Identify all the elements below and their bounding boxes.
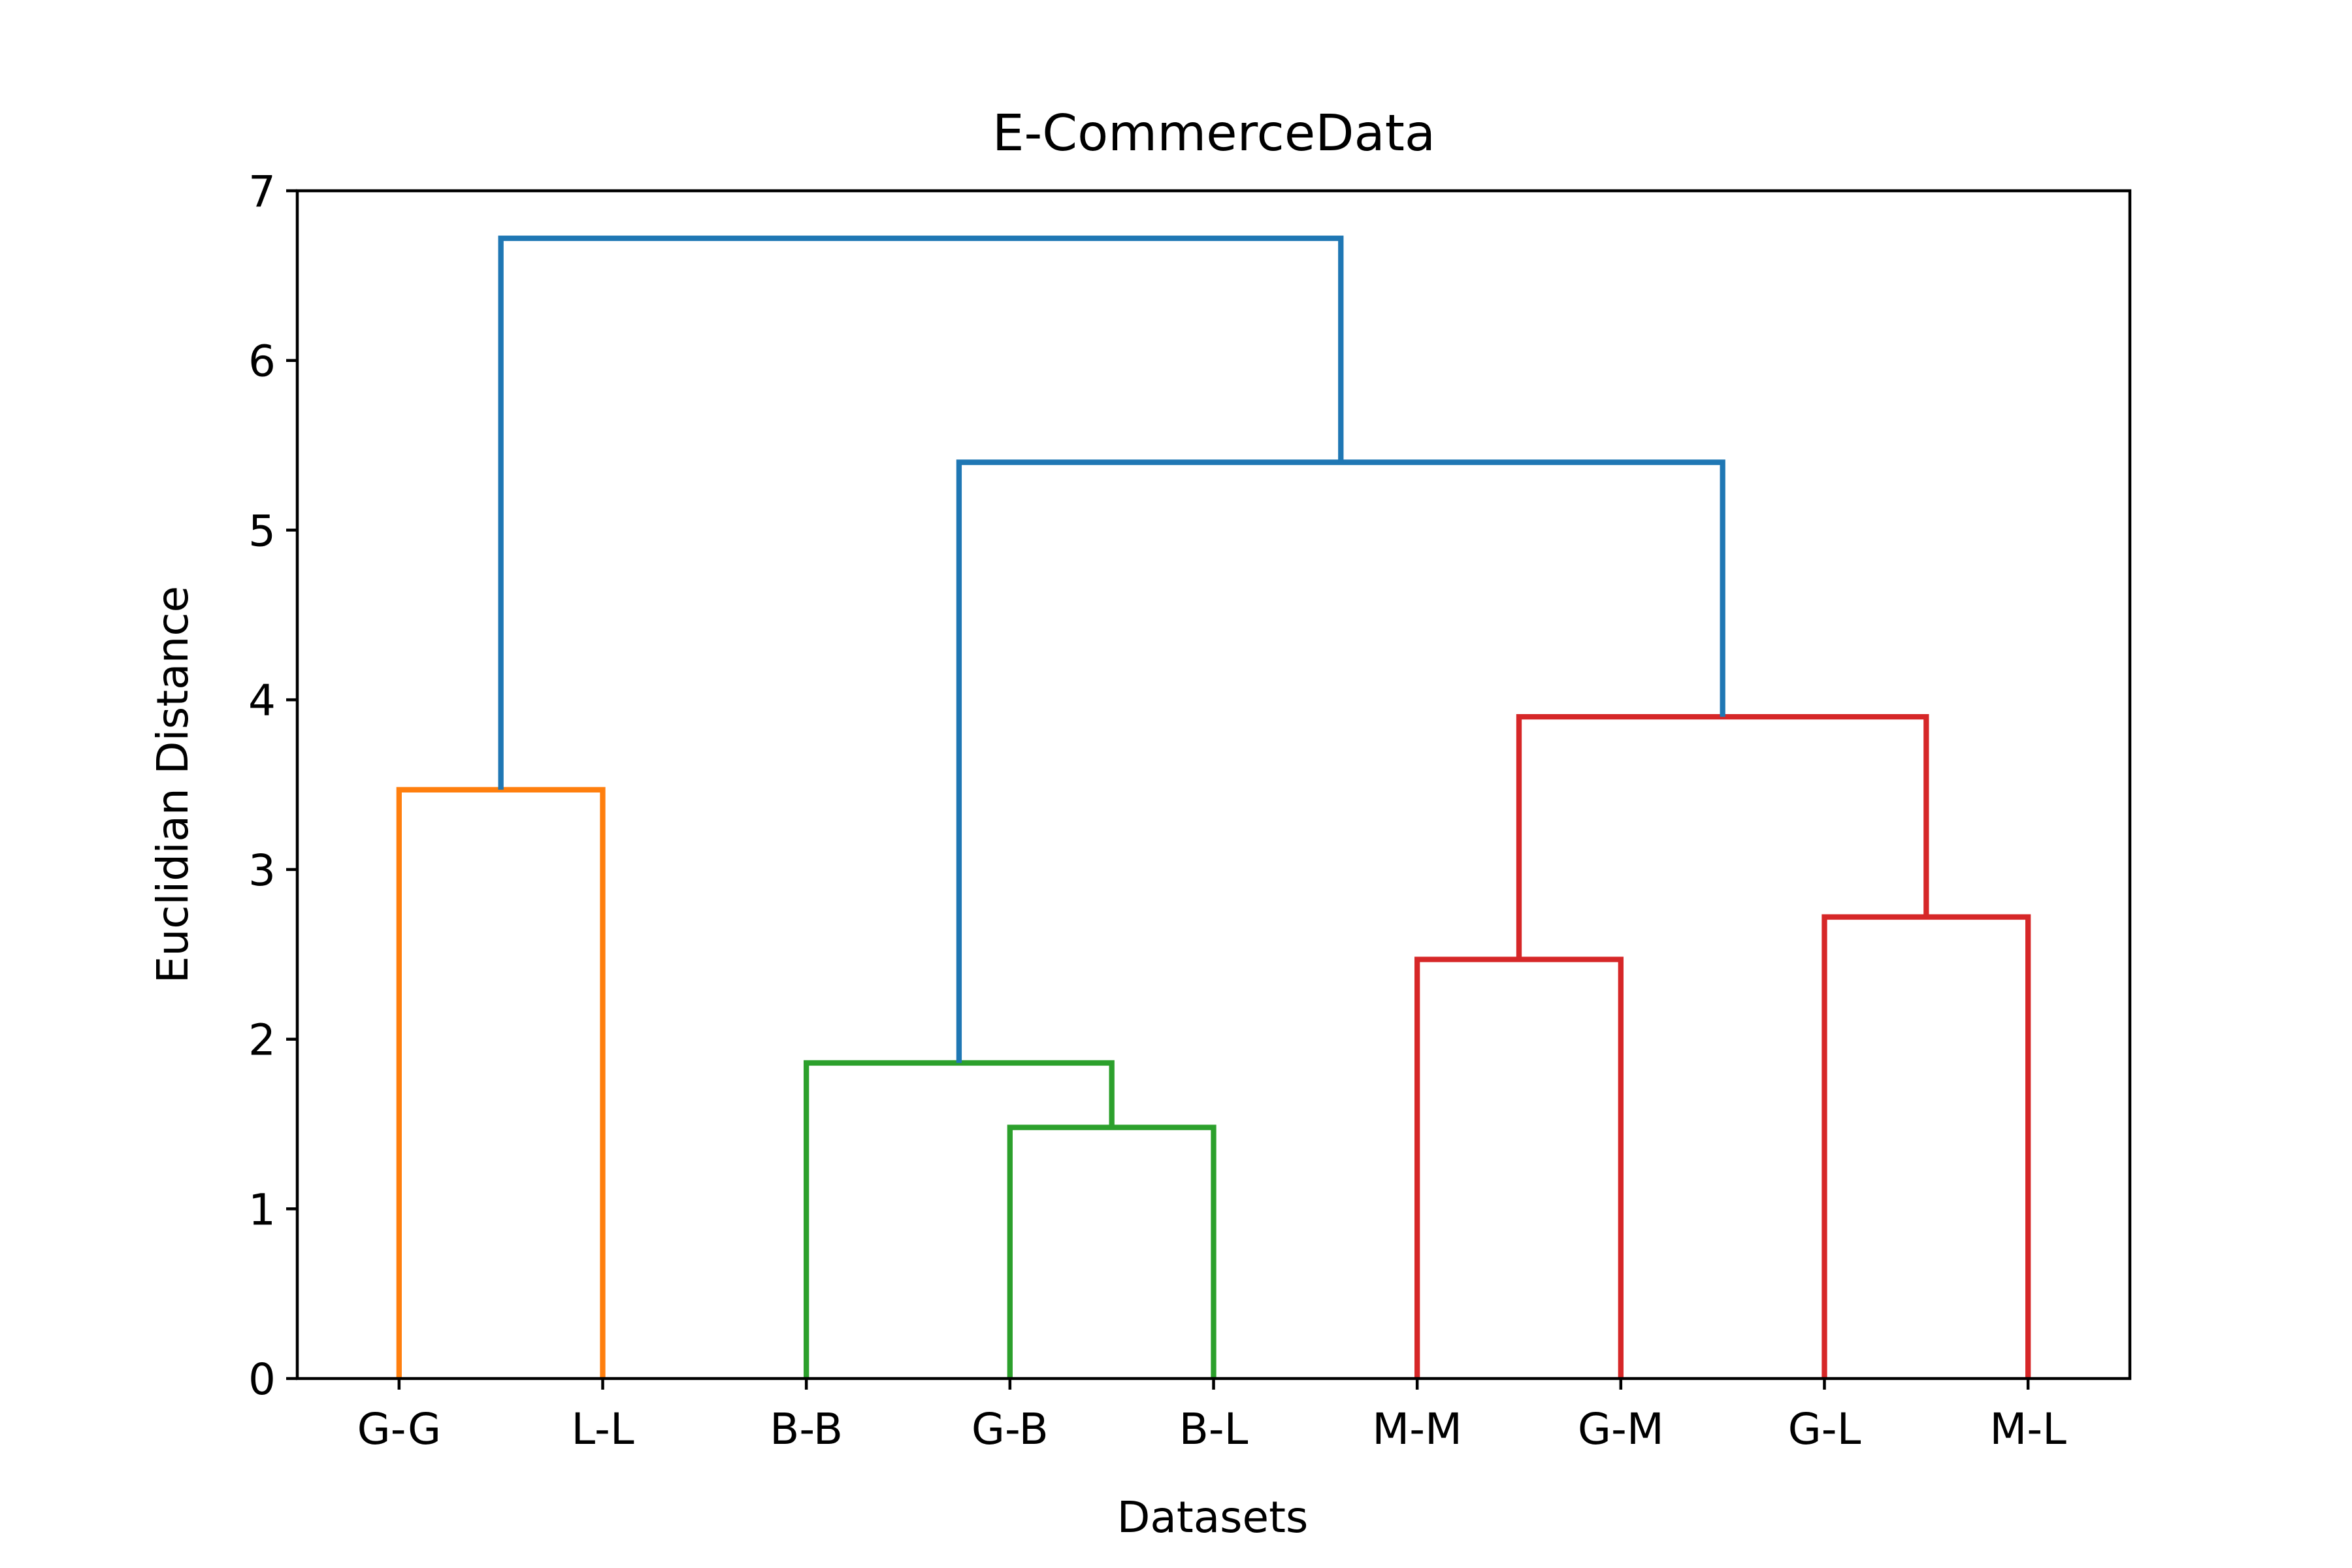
y-tick-label: 7 <box>248 167 276 217</box>
x-tick-label-g-g: G-G <box>357 1404 442 1454</box>
dendrogram-link-8 <box>498 235 1344 790</box>
x-axis-ticks: G-G L-L B-B G-B B-L M-M G-M G-L M-L <box>357 1379 2066 1454</box>
y-axis-label: Euclidian Distance <box>148 586 198 984</box>
dendrogram-link-7 <box>956 459 1725 1063</box>
y-tick-label: 0 <box>248 1354 276 1405</box>
x-tick-label-m-l: M-L <box>1989 1404 2066 1454</box>
chart-title: E-CommerceData <box>992 105 1435 163</box>
y-tick-label: 5 <box>248 506 276 556</box>
y-tick-label: 3 <box>248 845 276 896</box>
x-tick-label-m-m: M-M <box>1372 1404 1462 1454</box>
x-tick-label-b-l: B-L <box>1179 1404 1249 1454</box>
x-tick-label-g-b: G-B <box>972 1404 1049 1454</box>
x-axis-label: Datasets <box>1117 1492 1309 1543</box>
x-tick-label-b-b: B-B <box>770 1404 843 1454</box>
y-tick-label: 6 <box>248 336 276 387</box>
y-tick-label: 4 <box>248 676 276 726</box>
dendrogram-link-4 <box>1821 914 2031 1379</box>
y-axis-ticks: 0 1 2 3 4 5 6 7 <box>248 167 297 1405</box>
dendrogram-links <box>396 235 2031 1379</box>
x-tick-label-l-l: L-L <box>571 1404 634 1454</box>
x-tick-label-g-l: G-L <box>1788 1404 1861 1454</box>
y-tick-label: 2 <box>248 1015 276 1066</box>
dendrogram-link-3 <box>1414 956 1624 1379</box>
x-tick-label-g-m: G-M <box>1578 1404 1664 1454</box>
y-tick-label: 1 <box>248 1184 276 1235</box>
